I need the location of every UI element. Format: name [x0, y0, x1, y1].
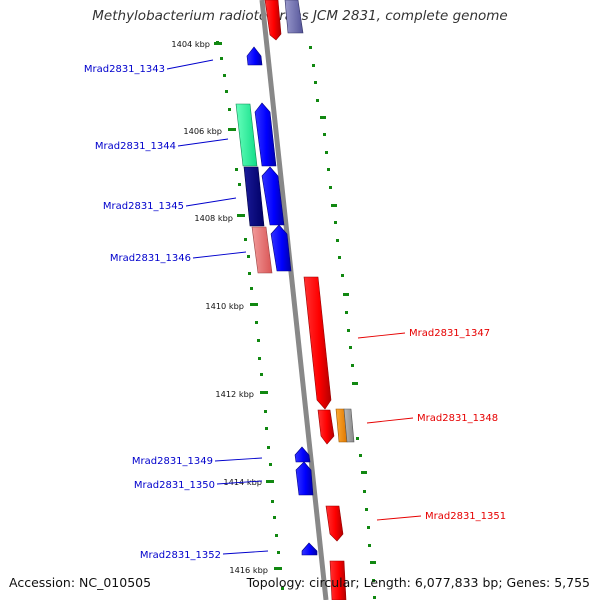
tick-mark: [260, 391, 268, 394]
gene-arrow-forward[interactable]: [329, 560, 347, 600]
gene-arrow-Mrad2831_1345[interactable]: [261, 166, 285, 226]
gene-arrow-Mrad2831_1350[interactable]: [295, 461, 314, 496]
gene-arrow-Mrad2831_1344-partner[interactable]: [235, 103, 258, 167]
accession-text: Accession: NC_010505: [9, 575, 152, 590]
gene-arrow-Mrad2831_1346-partner[interactable]: [251, 226, 273, 274]
tick-mark: [266, 480, 274, 483]
gene-arrow-Mrad2831_1348[interactable]: [317, 409, 335, 445]
gene-label[interactable]: Mrad2831_1346: [110, 253, 191, 264]
gene-arrow-forward[interactable]: [284, 0, 304, 34]
tick-label: 1410 kbp: [205, 301, 244, 311]
tick-mark: [250, 303, 258, 306]
forward-strand-genes: [303, 276, 355, 600]
gene-label[interactable]: Mrad2831_1348: [417, 413, 498, 424]
gene-label[interactable]: Mrad2831_1349: [132, 456, 213, 467]
label-leaders: [166, 59, 422, 555]
tick-label: 1412 kbp: [215, 389, 254, 399]
gene-arrow-Mrad2831_1348-partner-grey[interactable]: [343, 408, 355, 443]
right-dotted-track: [309, 46, 376, 599]
tick-label: 1406 kbp: [183, 126, 222, 136]
gene-arrow-Mrad2831_1352[interactable]: [301, 542, 318, 556]
gene-label[interactable]: Mrad2831_1352: [140, 550, 221, 561]
gene-arrow-Mrad2831_1349[interactable]: [294, 446, 311, 463]
top-gene-fragments: [264, 0, 304, 41]
gene-label[interactable]: Mrad2831_1343: [84, 64, 165, 75]
tick-label: 1404 kbp: [171, 39, 210, 49]
gene-arrow-Mrad2831_1351[interactable]: [325, 505, 344, 542]
gene-label[interactable]: Mrad2831_1345: [103, 201, 184, 212]
tick-label: 1416 kbp: [229, 565, 268, 575]
tick-mark: [274, 567, 282, 570]
left-dotted-track: [216, 41, 284, 590]
gene-label[interactable]: Mrad2831_1351: [425, 511, 506, 522]
tick-mark: [214, 42, 222, 45]
tick-mark: [228, 128, 236, 131]
tick-mark: [237, 214, 245, 217]
genome-summary-text: Topology: circular; Length: 6,077,833 bp…: [246, 575, 590, 590]
gene-label[interactable]: Mrad2831_1347: [409, 328, 490, 339]
gene-arrow-forward[interactable]: [264, 0, 282, 41]
gene-label[interactable]: Mrad2831_1344: [95, 141, 176, 152]
gene-arrow-Mrad2831_1346[interactable]: [270, 224, 292, 272]
gene-label[interactable]: Mrad2831_1350: [134, 480, 215, 491]
gene-labels: Mrad2831_1343 Mrad2831_1344 Mrad2831_134…: [84, 64, 506, 561]
gene-arrow-Mrad2831_1347[interactable]: [303, 276, 332, 410]
tick-label: 1408 kbp: [194, 213, 233, 223]
gene-arrow-Mrad2831_1344[interactable]: [254, 102, 277, 167]
reverse-strand-genes: [235, 46, 318, 556]
genome-backbone: [259, 0, 329, 600]
gene-arrow-Mrad2831_1343[interactable]: [246, 46, 263, 66]
gene-arrow-Mrad2831_1345-partner[interactable]: [243, 166, 265, 227]
